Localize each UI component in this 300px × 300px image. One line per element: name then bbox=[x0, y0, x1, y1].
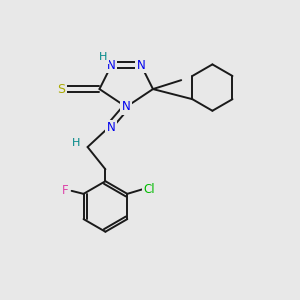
Text: Cl: Cl bbox=[144, 183, 155, 196]
Text: H: H bbox=[99, 52, 107, 62]
Text: S: S bbox=[57, 82, 65, 96]
Text: N: N bbox=[106, 121, 115, 134]
Text: N: N bbox=[122, 100, 130, 113]
Text: H: H bbox=[72, 138, 80, 148]
Text: N: N bbox=[137, 59, 146, 72]
Text: F: F bbox=[61, 184, 68, 197]
Text: N: N bbox=[107, 59, 116, 72]
